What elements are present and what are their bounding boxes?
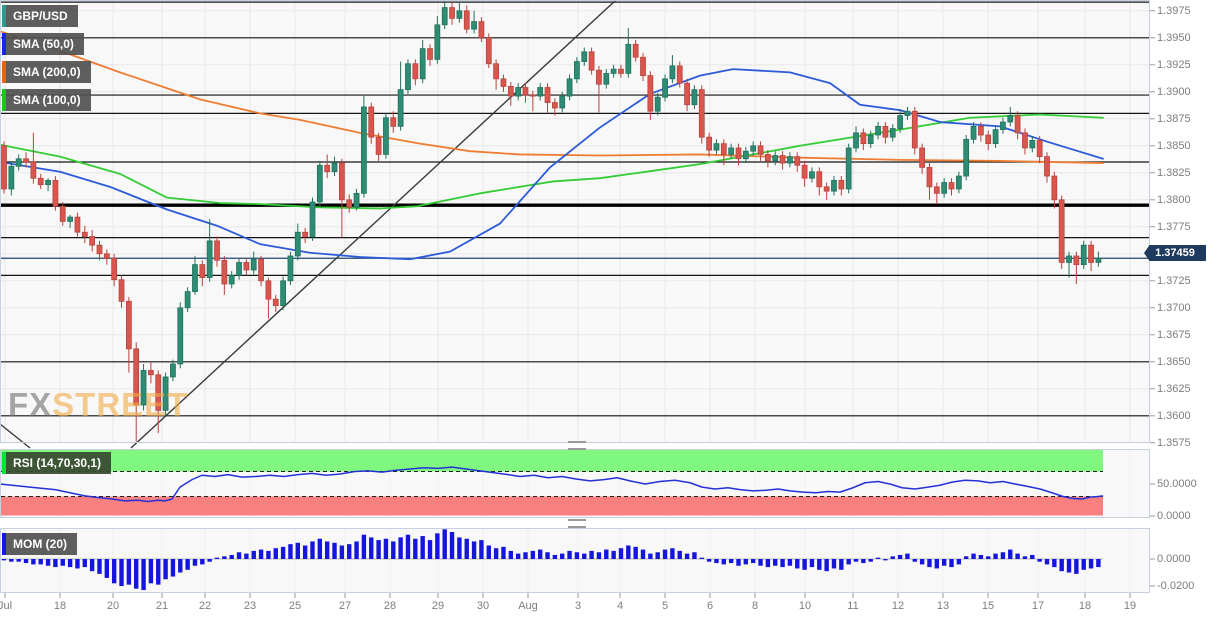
sma100-color-marker bbox=[2, 89, 6, 111]
legend-rsi-label: RSI (14,70,30,1) bbox=[13, 456, 102, 470]
legend-rsi[interactable]: RSI (14,70,30,1) bbox=[2, 452, 112, 474]
mom-color-marker bbox=[2, 533, 6, 555]
time-axis-label: 19 bbox=[1123, 600, 1137, 612]
time-axis-label: 6 bbox=[706, 600, 714, 612]
price-axis-label: 1.3975 bbox=[1157, 4, 1191, 17]
time-axis-label: 4 bbox=[616, 600, 624, 612]
price-axis-label: 1.3575 bbox=[1157, 436, 1191, 449]
price-axis-label: 1.3875 bbox=[1157, 112, 1191, 125]
price-axis-label: 1.3775 bbox=[1157, 220, 1191, 233]
legend-mom[interactable]: MOM (20) bbox=[2, 533, 77, 555]
legend-sma200-label: SMA (200,0) bbox=[13, 65, 81, 79]
time-axis-label: 27 bbox=[338, 600, 352, 612]
price-axis-label: 1.3825 bbox=[1157, 166, 1191, 179]
price-axis-label: 1.3650 bbox=[1157, 355, 1191, 368]
time-axis-label: 29 bbox=[431, 600, 445, 612]
legend-sma100[interactable]: SMA (100,0) bbox=[2, 89, 91, 111]
watermark-street: STREET bbox=[52, 386, 189, 423]
time-axis-label: 21 bbox=[155, 600, 169, 612]
time-axis-label: 10 bbox=[798, 600, 812, 612]
legend-mom-label: MOM (20) bbox=[13, 537, 67, 551]
time-axis-label: 18 bbox=[53, 600, 67, 612]
legend-symbol[interactable]: GBP/USD bbox=[2, 5, 78, 27]
time-axis-label: 22 bbox=[198, 600, 212, 612]
sma200-color-marker bbox=[2, 61, 6, 83]
price-axis-label: 1.3950 bbox=[1157, 31, 1191, 44]
time-axis-label: 8 bbox=[751, 600, 759, 612]
legend-sma50[interactable]: SMA (50,0) bbox=[2, 33, 84, 55]
legend-symbol-label: GBP/USD bbox=[13, 9, 68, 23]
symbol-color-marker bbox=[2, 5, 6, 27]
rsi-axis-label: 50.0000 bbox=[1157, 478, 1197, 490]
price-axis-label: 1.3700 bbox=[1157, 301, 1191, 314]
time-axis-label: 18 bbox=[1078, 600, 1092, 612]
time-axis-label: 13 bbox=[936, 600, 950, 612]
time-axis-label: 12 bbox=[891, 600, 905, 612]
time-axis-label: Aug bbox=[518, 600, 538, 612]
time-axis-label: 17 bbox=[1031, 600, 1045, 612]
time-axis-label: 20 bbox=[106, 600, 120, 612]
time-axis-label: 25 bbox=[288, 600, 302, 612]
mom-axis-label: 0.0000 bbox=[1157, 553, 1191, 565]
fxstreet-watermark: FXSTREET bbox=[8, 386, 188, 424]
price-axis-label: 1.3925 bbox=[1157, 58, 1191, 71]
rsi-color-marker bbox=[2, 452, 6, 474]
current-price-badge: 1.37459 bbox=[1144, 245, 1206, 261]
time-axis-label: 11 bbox=[847, 600, 859, 612]
time-axis-label: 23 bbox=[243, 600, 257, 612]
price-axis-label: 1.3675 bbox=[1157, 328, 1191, 341]
price-axis-label: 1.3800 bbox=[1157, 193, 1191, 206]
legend-sma100-label: SMA (100,0) bbox=[13, 93, 81, 107]
panel-resize-handle-mom[interactable] bbox=[568, 519, 586, 528]
time-axis-label: 30 bbox=[476, 600, 490, 612]
mom-axis-label: -0.0200 bbox=[1157, 580, 1195, 592]
price-axis-label: 1.3900 bbox=[1157, 85, 1191, 98]
time-axis-label: 15 bbox=[981, 600, 995, 612]
watermark-fx: FX bbox=[8, 386, 53, 423]
sma50-color-marker bbox=[2, 33, 6, 55]
legend-sma200[interactable]: SMA (200,0) bbox=[2, 61, 91, 83]
time-axis-label: 5 bbox=[661, 600, 669, 612]
time-axis-label: 28 bbox=[383, 600, 397, 612]
price-axis-label: 1.3725 bbox=[1157, 274, 1191, 287]
rsi-axis-label: 0.0000 bbox=[1157, 510, 1191, 522]
time-axis-label: 3 bbox=[574, 600, 582, 612]
panel-resize-handle-rsi[interactable] bbox=[568, 441, 586, 450]
time-axis-label: Jul bbox=[0, 600, 13, 612]
legend-sma50-label: SMA (50,0) bbox=[13, 37, 74, 51]
price-axis-label: 1.3600 bbox=[1157, 409, 1191, 422]
price-axis-label: 1.3850 bbox=[1157, 139, 1191, 152]
price-axis-label: 1.3625 bbox=[1157, 382, 1191, 395]
